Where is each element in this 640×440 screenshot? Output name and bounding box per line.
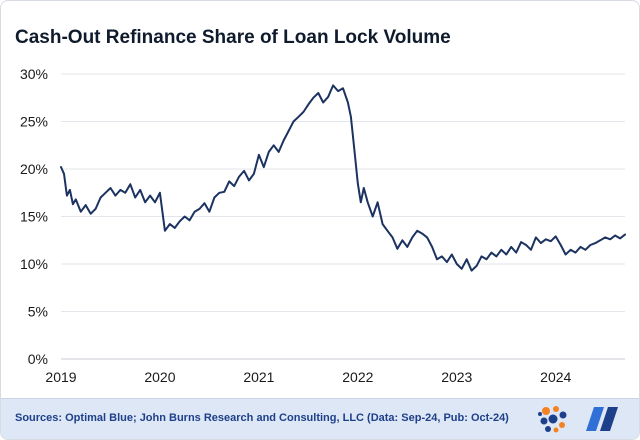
x-tick-label: 2023 <box>441 369 472 385</box>
gridlines <box>61 73 625 360</box>
x-tick-label: 2021 <box>243 369 274 385</box>
y-tick-label: 25% <box>20 114 48 130</box>
y-tick-label: 10% <box>20 256 48 272</box>
x-tick-label: 2022 <box>342 369 373 385</box>
series-line <box>60 84 626 272</box>
source-note: Sources: Optimal Blue; John Burns Resear… <box>15 412 509 424</box>
optimal-blue-logo-icon <box>538 406 567 433</box>
footer-bar: Sources: Optimal Blue; John Burns Resear… <box>1 398 639 439</box>
x-tick-label: 2024 <box>540 369 571 385</box>
y-tick-label: 5% <box>28 304 48 320</box>
y-tick-label: 20% <box>20 161 48 177</box>
x-tick-label: 2020 <box>144 369 175 385</box>
y-axis-ticks: 0% 5% 10% 15% 20% 25% 30% <box>20 66 48 367</box>
x-tick-label: 2019 <box>45 369 76 385</box>
y-tick-label: 30% <box>20 66 48 82</box>
y-tick-label: 15% <box>20 209 48 225</box>
x-axis-ticks: 2019 2020 2021 2022 2023 2024 <box>45 369 571 385</box>
chart-title: Cash-Out Refinance Share of Loan Lock Vo… <box>15 27 451 48</box>
y-tick-label: 0% <box>28 351 48 367</box>
john-burns-logo-icon <box>586 407 618 431</box>
